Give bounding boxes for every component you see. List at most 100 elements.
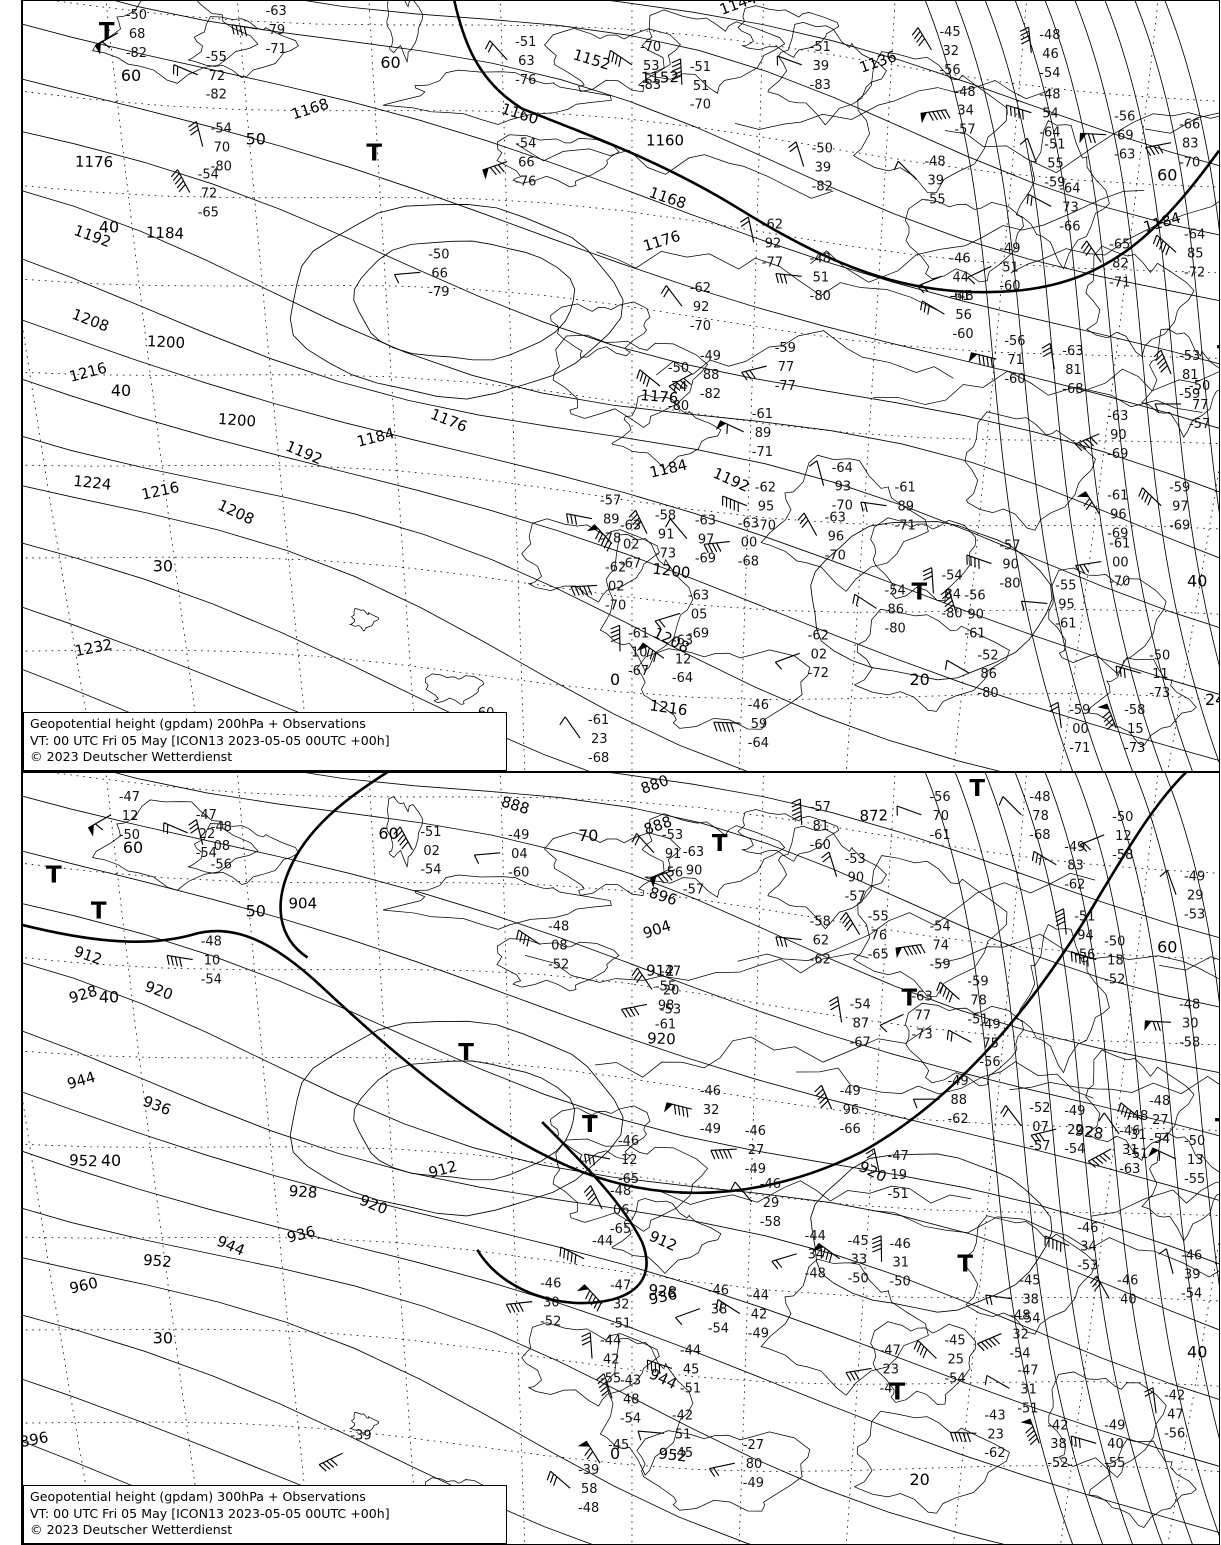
- station-plot: -48 30 -58: [1179, 997, 1200, 1050]
- barb-feather: [989, 1295, 993, 1306]
- barb-shaft: [837, 996, 843, 1023]
- barb-feather: [570, 514, 573, 525]
- station-plot: -54 86 -80: [885, 583, 906, 636]
- station-temp: -44: [680, 1343, 701, 1358]
- barb-feather: [661, 873, 669, 882]
- station-height: 70: [932, 809, 949, 824]
- barb-feather: [1159, 869, 1168, 878]
- coastline-outline: [852, 855, 1008, 998]
- barb-feather: [601, 1389, 610, 1397]
- barb-feather: [1127, 1110, 1132, 1121]
- barb-feather: [592, 1155, 596, 1166]
- coastline-outline: [544, 28, 681, 93]
- barb-feather: [916, 285, 925, 294]
- barb-feather: [1031, 851, 1035, 861]
- wind-barb: [977, 1333, 1002, 1351]
- station-dewpoint: -62: [1064, 878, 1085, 893]
- wind-barb: [1144, 1020, 1172, 1031]
- station-plot: -46 27 -49: [745, 1124, 766, 1177]
- barb-feather: [1026, 1429, 1035, 1438]
- barb-feather: [1056, 1240, 1058, 1251]
- barb-feather: [828, 996, 838, 1003]
- longitude-line: [953, 1, 1027, 771]
- station-temp: -50: [812, 142, 833, 157]
- barb-feather: [1052, 1239, 1054, 1249]
- station-plot: -48 10 -54: [201, 935, 222, 988]
- wind-barb: [1138, 487, 1162, 507]
- station-dewpoint: -82: [812, 180, 833, 195]
- station-dewpoint: -78: [600, 532, 621, 547]
- station-temp: -46: [748, 698, 769, 713]
- barb-feather: [646, 377, 651, 387]
- station-temp: -45: [939, 25, 960, 40]
- wind-barb: [668, 373, 693, 393]
- graticule-labels: 60 60 50 40 40 60 30 40 20 0 24: [99, 53, 1219, 709]
- barb-feather: [1056, 920, 1066, 927]
- barb-shaft: [1005, 1105, 1022, 1127]
- contour-label: 1208: [215, 496, 257, 528]
- barb-feather: [1074, 1437, 1077, 1447]
- station-dewpoint: -67: [620, 557, 641, 572]
- contour-label: 1176: [641, 227, 683, 255]
- station-plot: -43 23 -62: [984, 1408, 1005, 1461]
- station-dewpoint: -61: [929, 828, 950, 843]
- panel-200hpa[interactable]: 1144 1152 1152 1136 1160 1160 1168 1168 1176 1176…: [22, 0, 1220, 772]
- wind-barb: [559, 1246, 585, 1265]
- barb-feather: [808, 460, 818, 467]
- station-plot: -44 42 -49: [748, 1289, 769, 1342]
- contour-label: 1216: [67, 359, 108, 386]
- wind-barb: [797, 512, 818, 536]
- wind-barb: [473, 852, 501, 864]
- station-temp: -45: [848, 1234, 869, 1249]
- station-temp: -54: [850, 997, 871, 1012]
- contour-label: 928: [67, 982, 100, 1008]
- barb-feather: [1083, 498, 1091, 507]
- barb-feather: [636, 369, 641, 380]
- contour-line: [23, 190, 1219, 559]
- barb-feather: [1041, 342, 1051, 349]
- station-height: 96: [843, 1103, 860, 1118]
- station-temp: -49: [508, 828, 529, 843]
- barb-feather: [668, 385, 677, 393]
- station-dewpoint: -56: [979, 1055, 1000, 1070]
- station-temp: -46: [1119, 1124, 1140, 1139]
- station-temp: -62: [605, 561, 626, 576]
- t-markers: T T T T: [99, 19, 1219, 606]
- barb-feather: [943, 596, 952, 604]
- barb-feather: [1075, 565, 1081, 575]
- station-temp: -56: [1114, 110, 1135, 125]
- wind-barb: [1030, 1128, 1057, 1144]
- station-dewpoint: -58: [1179, 1035, 1200, 1050]
- barb-feather: [473, 854, 480, 864]
- barb-feather: [634, 521, 642, 530]
- map-200hpa[interactable]: 1144115211521136116011601168116811761176…: [23, 1, 1219, 771]
- barb-feather: [654, 620, 662, 629]
- coastline-outline: [552, 1138, 709, 1232]
- wind-barb: [671, 58, 683, 85]
- station-plot: -48 08 -56: [211, 820, 232, 873]
- wind-barb: [581, 1332, 593, 1359]
- panel-300hpa[interactable]: 880 888 872 888 896 904 904 912 912 928 920 920 944 9…: [22, 772, 1220, 1545]
- wind-barb: [660, 285, 683, 307]
- station-plot: -50 11 -73: [1149, 648, 1170, 701]
- station-height: 80: [746, 1457, 763, 1472]
- graticule-label: 40: [1187, 571, 1207, 590]
- station-plot: -46 30 -52: [540, 1277, 561, 1330]
- graticule-label: 20: [910, 1470, 930, 1489]
- barb-feather: [637, 1430, 642, 1441]
- station-dewpoint: -48: [578, 1501, 599, 1516]
- station-temp: -53: [1179, 349, 1200, 364]
- barb-feather: [596, 1302, 602, 1312]
- station-height: 20: [663, 983, 680, 998]
- station-dewpoint: -54: [708, 1322, 729, 1337]
- barb-feather: [166, 824, 169, 834]
- station-temp: -63: [738, 517, 759, 532]
- barb-feather: [949, 1432, 955, 1442]
- legend-copyright-300: © 2023 Deutscher Wetterdienst: [30, 1522, 233, 1538]
- station-height: 97: [698, 533, 715, 548]
- latitude-line: [53, 773, 1219, 874]
- contour-label: 1160: [646, 132, 684, 150]
- barb-feather: [1048, 1237, 1050, 1248]
- coastline-outline: [853, 1410, 1010, 1514]
